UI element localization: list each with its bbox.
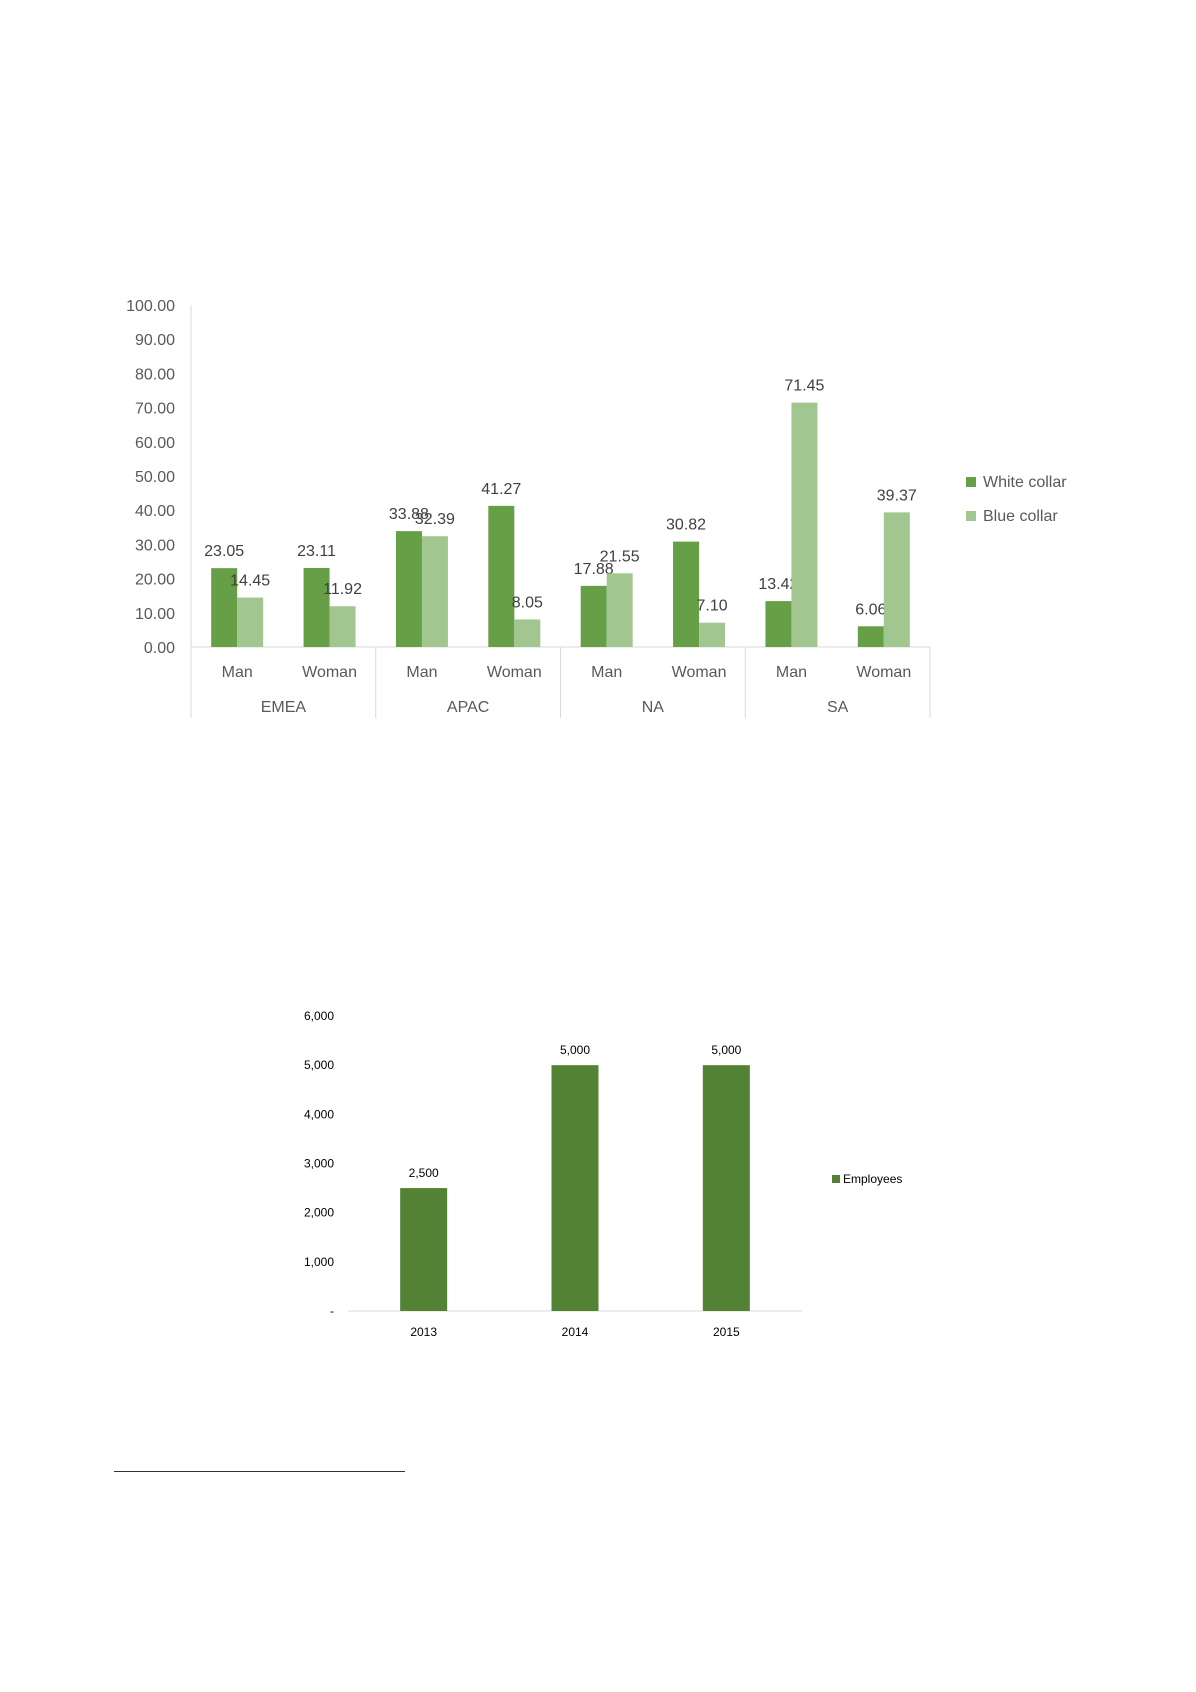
y-tick-label: 1,000 [304, 1255, 334, 1269]
x-tick-label: Woman [856, 664, 911, 681]
y-tick-label: 30.00 [135, 537, 175, 554]
data-label: 30.82 [666, 517, 706, 534]
data-label: 71.45 [784, 378, 824, 395]
group-label: APAC [447, 699, 489, 716]
bar-white-collar [395, 531, 422, 647]
bar-blue-collar [883, 512, 910, 647]
footnote-separator [114, 1471, 405, 1472]
bar-white-collar [211, 568, 238, 647]
legend-label: Blue collar [983, 508, 1058, 525]
bar-employees [702, 1065, 750, 1311]
bar-blue-collar [237, 597, 264, 647]
bar-blue-collar [699, 622, 726, 647]
bar-white-collar [673, 541, 700, 647]
data-label: 32.39 [415, 511, 455, 528]
y-tick-label: 6,000 [304, 1009, 334, 1023]
data-label: 8.05 [512, 594, 543, 611]
y-tick-label: 4,000 [304, 1107, 334, 1121]
x-tick-label: Man [776, 664, 807, 681]
group-label: NA [642, 699, 665, 716]
legend-swatch-blue-collar [966, 511, 976, 521]
data-label: 13.42 [758, 576, 798, 593]
data-label: 5,000 [560, 1043, 590, 1057]
legend-label: White collar [983, 474, 1067, 491]
bar-employees [400, 1188, 448, 1311]
data-label: 23.05 [204, 543, 244, 560]
y-tick-label: 80.00 [135, 366, 175, 383]
x-tick-label: Man [222, 664, 253, 681]
chart-collar-by-region: 100.00 90.00 80.00 70.00 60.00 50.00 40.00 30.0… [126, 298, 1067, 718]
group-label: EMEA [261, 699, 307, 716]
bar-white-collar [303, 567, 330, 647]
data-label: 2,500 [409, 1166, 439, 1180]
x-tick-label: Man [406, 664, 437, 681]
y-tick-label: 20.00 [135, 572, 175, 589]
y-tick-label: 0.00 [144, 640, 175, 657]
x-tick-label: 2015 [713, 1325, 740, 1339]
bar-blue-collar [606, 573, 633, 647]
data-label: 23.11 [297, 543, 336, 560]
bar-white-collar [765, 601, 792, 647]
y-tick-label: 60.00 [135, 435, 175, 452]
data-label: 14.45 [230, 573, 270, 590]
x-tick-label: Man [591, 664, 622, 681]
y-tick-label: 70.00 [135, 401, 175, 418]
bar-white-collar [857, 626, 884, 647]
y-tick-label: - [330, 1304, 334, 1318]
data-label: 11.92 [323, 581, 362, 598]
bar-white-collar [488, 505, 515, 647]
group-label: SA [827, 699, 849, 716]
bar-blue-collar [329, 606, 356, 647]
x-tick-label: Woman [487, 664, 542, 681]
data-label: 21.55 [600, 548, 640, 565]
bar-employees [551, 1065, 599, 1311]
y-tick-label: 50.00 [135, 469, 175, 486]
legend-swatch-employees [832, 1175, 840, 1183]
data-label: 33.88 [389, 506, 429, 523]
data-label: 41.27 [481, 481, 521, 498]
bar-blue-collar [791, 402, 818, 647]
bar-blue-collar [421, 536, 448, 647]
data-label: 5,000 [711, 1043, 741, 1057]
chart-employees-by-year: 6,000 5,000 4,000 3,000 2,000 1,000 - 2,500 2013… [304, 1009, 902, 1339]
data-label: 6.06 [855, 601, 886, 618]
x-tick-label: 2014 [562, 1325, 589, 1339]
x-tick-label: 2013 [410, 1325, 437, 1339]
bar-white-collar [580, 585, 607, 647]
y-tick-label: 3,000 [304, 1157, 334, 1171]
legend-swatch-white-collar [966, 477, 976, 487]
y-tick-label: 2,000 [304, 1206, 334, 1220]
x-tick-label: Woman [672, 664, 727, 681]
y-tick-label: 5,000 [304, 1058, 334, 1072]
x-tick-label: Woman [302, 664, 357, 681]
y-tick-label: 100.00 [126, 298, 175, 315]
y-tick-label: 90.00 [135, 332, 175, 349]
data-label: 7.10 [696, 598, 727, 615]
legend-label: Employees [843, 1172, 902, 1186]
data-label: 39.37 [877, 487, 917, 504]
bar-blue-collar [514, 619, 541, 647]
data-label: 17.88 [574, 561, 614, 578]
y-tick-label: 10.00 [135, 606, 175, 623]
y-tick-label: 40.00 [135, 503, 175, 520]
